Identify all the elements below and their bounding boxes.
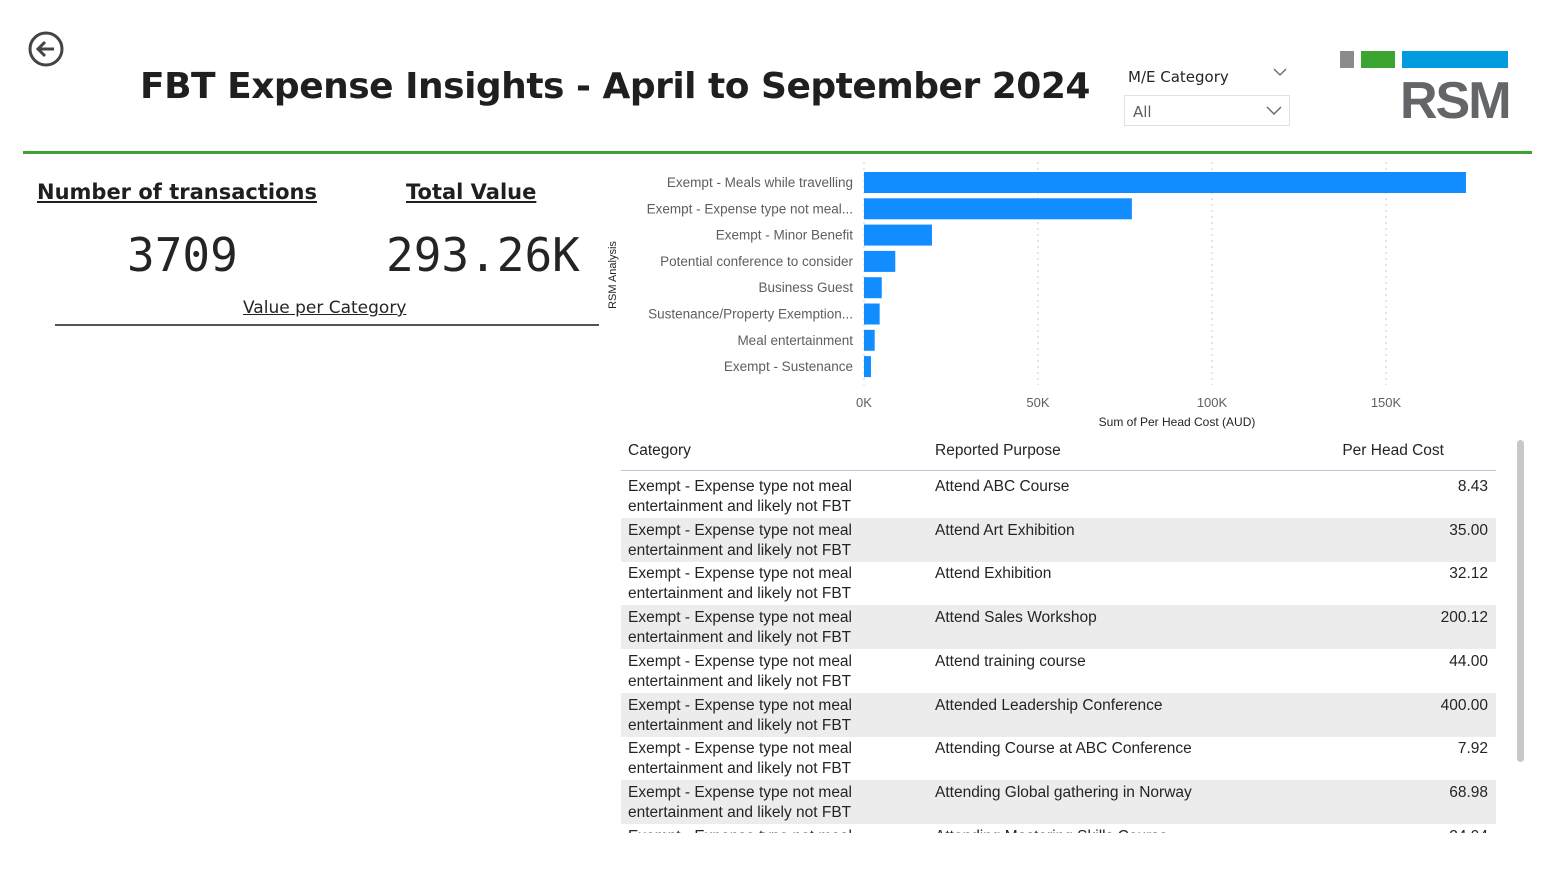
- cell-cost: 8.43: [1457, 478, 1488, 495]
- x-tick-label: 0K: [856, 395, 872, 410]
- bar[interactable]: [864, 356, 871, 378]
- cell-cost: 44.00: [1449, 652, 1488, 670]
- column-header-cost[interactable]: Per Head Cost: [1342, 442, 1444, 459]
- y-tick-label: Potential conference to consider: [660, 254, 853, 269]
- cell-purpose: Attend Exhibition: [935, 565, 1052, 583]
- cell-category: Exempt - Expense type not meal entertain…: [628, 565, 853, 603]
- y-tick-label: Exempt - Expense type not meal...: [647, 201, 853, 216]
- bar[interactable]: [864, 198, 1132, 220]
- bar[interactable]: [864, 224, 932, 246]
- x-axis-title: Sum of Per Head Cost (AUD): [1099, 415, 1256, 429]
- treemap-tile[interactable]: Exempt... 19.53K: [521, 339, 585, 555]
- table-row[interactable]: Exempt - Expense type not meal entertain…: [621, 517, 1496, 562]
- details-table: Category Reported Purpose Per Head Cost …: [621, 436, 1496, 833]
- table-row[interactable]: Exempt - Expense type not meal entertain…: [621, 605, 1496, 650]
- table-row[interactable]: Exempt - Expense type not meal entertain…: [621, 736, 1496, 780]
- bar[interactable]: [864, 329, 875, 351]
- dropdown-value: All: [1133, 103, 1152, 121]
- y-tick-label: Exempt - Meals while travelling: [667, 175, 853, 190]
- treemap-tile[interactable]: Exempt - Expense type not meal entertain…: [67, 685, 489, 830]
- table-scrollbar[interactable]: [1517, 440, 1524, 762]
- cell-cost: 7.92: [1457, 740, 1488, 758]
- y-axis-title: RSM Analysis: [607, 241, 619, 309]
- cell-cost: 35.00: [1449, 521, 1488, 539]
- table-row[interactable]: Exempt - Expense type not meal entertain…: [621, 649, 1496, 693]
- table-row[interactable]: Exempt - Expense type not meal entertain…: [621, 474, 1496, 518]
- column-header-purpose[interactable]: Reported Purpose: [935, 442, 1061, 459]
- chevron-down-icon[interactable]: [1272, 66, 1288, 78]
- cell-purpose: Attended Leadership Conference: [935, 696, 1163, 714]
- cell-purpose: Attend Sales Workshop: [935, 609, 1097, 627]
- table-row[interactable]: Exempt - Expense type not meal entertain…: [621, 692, 1496, 737]
- rsm-logo: RSM: [1340, 51, 1512, 129]
- x-tick-label: 150K: [1371, 395, 1402, 410]
- treemap-tile[interactable]: 4....: [563, 756, 585, 771]
- cell-cost: 32.12: [1449, 565, 1488, 583]
- cell-category: Exempt - Expense type not meal entertain…: [628, 521, 853, 559]
- total-value-label: Total Value: [406, 180, 537, 204]
- treemap-tile[interactable]: Exempt - Meals while travelling 172.98K: [67, 339, 274, 676]
- cell-category: Exempt - Expense type not meal entertain…: [628, 696, 853, 734]
- x-tick-label: 100K: [1197, 395, 1228, 410]
- treemap-title: Value per Category: [243, 298, 407, 318]
- cell-category: Exempt - Expense type not meal entertain…: [628, 609, 853, 647]
- cell-cost: 200.12: [1440, 609, 1488, 627]
- cell-category: Exempt - Expense type not meal entertain…: [628, 783, 853, 821]
- cell-purpose: Attend training course: [935, 652, 1086, 670]
- category-dropdown[interactable]: All: [1124, 95, 1290, 126]
- x-tick-label: 50K: [1026, 395, 1049, 410]
- treemap-tile[interactable]: Me... 3.07K: [521, 780, 555, 830]
- cell-purpose: Attending Course at ABC Conference: [935, 740, 1192, 758]
- chevron-down-icon: [1266, 106, 1282, 115]
- cell-cost: 400.00: [1440, 696, 1488, 714]
- cell-purpose: Attending Mastering Skills Course: [935, 827, 1168, 833]
- y-tick-label: Exempt - Minor Benefit: [716, 228, 854, 243]
- bar[interactable]: [864, 277, 882, 299]
- cell-category: Exempt - Expense type not meal entertain…: [628, 478, 853, 515]
- divider: [55, 324, 599, 326]
- transactions-label: Number of transactions: [37, 180, 317, 204]
- bar[interactable]: [864, 250, 896, 272]
- bar-chart: 0K 50K 100K 150K Exempt - Meals while travel…: [607, 162, 1466, 429]
- cell-purpose: Attend Art Exhibition: [935, 521, 1075, 539]
- y-tick-label: Exempt - Sustenance: [724, 359, 853, 374]
- treemap-tile[interactable]: Potenti... 8.99K: [521, 564, 581, 660]
- table-row[interactable]: Exempt - Expense type not meal entertain…: [621, 779, 1496, 824]
- table-row[interactable]: Exempt - Expense type not meal entertain…: [621, 561, 1496, 605]
- treemap-tile[interactable]: Bu... 5.1...: [521, 669, 552, 771]
- back-button[interactable]: [28, 31, 64, 67]
- cell-cost: 24.94: [1449, 827, 1488, 833]
- y-tick-label: Business Guest: [758, 280, 853, 295]
- cell-purpose: Attending Global gathering in Norway: [935, 783, 1192, 801]
- transactions-value: 3709: [127, 228, 238, 282]
- y-tick-label: Meal entertainment: [737, 333, 853, 348]
- cell-purpose: Attend ABC Course: [935, 478, 1070, 495]
- arrow-left-circle-icon: [28, 31, 64, 67]
- filter-label: M/E Category: [1128, 68, 1229, 86]
- bar[interactable]: [864, 172, 1466, 193]
- treemap-tile[interactable]: [562, 775, 593, 832]
- cell-category: Exempt - Expense type not meal entertain…: [628, 827, 918, 833]
- bar[interactable]: [864, 303, 880, 325]
- table-row[interactable]: Exempt - Expense type not meal entertain…: [621, 824, 1496, 833]
- column-header-category[interactable]: Category: [628, 442, 691, 459]
- divider: [23, 151, 1532, 154]
- total-value: 293.26K: [386, 228, 580, 282]
- cell-category: Exempt - Expense type not meal entertain…: [628, 740, 853, 778]
- y-tick-label: Sustenance/Property Exemption...: [648, 307, 853, 322]
- cell-cost: 68.98: [1449, 783, 1488, 801]
- page-title: FBT Expense Insights - April to Septembe…: [140, 66, 1090, 107]
- cell-category: Exempt - Expense type not meal entertain…: [628, 652, 853, 690]
